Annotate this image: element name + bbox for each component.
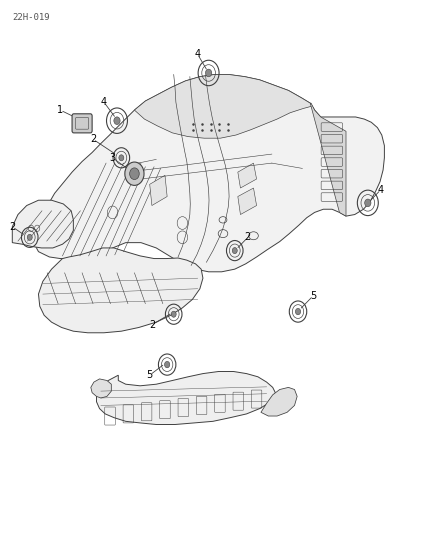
Text: 1: 1 (57, 105, 63, 115)
Circle shape (129, 168, 139, 180)
Polygon shape (134, 75, 314, 138)
Text: 2: 2 (9, 222, 15, 232)
Polygon shape (149, 175, 167, 206)
Circle shape (232, 247, 237, 254)
Text: 4: 4 (194, 50, 200, 59)
Text: 2: 2 (90, 134, 96, 144)
Text: 5: 5 (310, 290, 316, 301)
Text: 22H-019: 22H-019 (12, 13, 50, 22)
Polygon shape (91, 379, 111, 398)
Polygon shape (310, 103, 345, 216)
Circle shape (119, 155, 124, 161)
Text: 3: 3 (110, 153, 116, 163)
Polygon shape (237, 188, 256, 215)
Polygon shape (237, 163, 256, 188)
Circle shape (27, 235, 32, 240)
FancyBboxPatch shape (72, 114, 92, 133)
Text: 4: 4 (101, 97, 107, 107)
Polygon shape (39, 248, 202, 333)
Polygon shape (96, 372, 275, 424)
Circle shape (364, 199, 370, 207)
Text: 4: 4 (377, 184, 383, 195)
Circle shape (113, 117, 120, 125)
Circle shape (124, 162, 144, 185)
Circle shape (205, 69, 211, 77)
Circle shape (171, 311, 176, 317)
Polygon shape (33, 75, 384, 272)
Circle shape (164, 361, 170, 368)
Text: 2: 2 (148, 320, 155, 330)
Polygon shape (260, 387, 297, 416)
Text: 2: 2 (244, 232, 251, 243)
Circle shape (295, 309, 300, 315)
Text: 5: 5 (146, 370, 152, 380)
Polygon shape (12, 200, 73, 248)
